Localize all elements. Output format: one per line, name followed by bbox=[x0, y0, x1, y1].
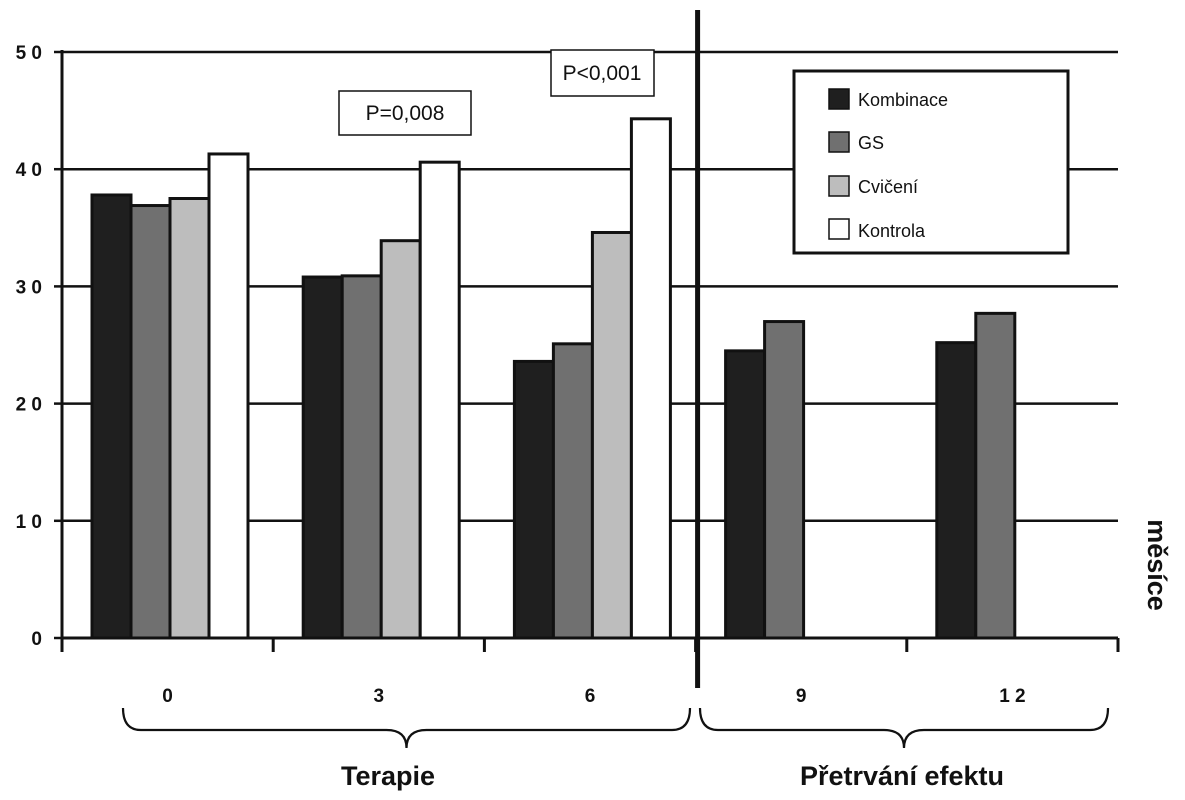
y-tick-label: 4 0 bbox=[16, 160, 42, 181]
y-tick-label: 5 0 bbox=[16, 43, 42, 64]
y-tick-label: 2 0 bbox=[16, 395, 42, 416]
bar-kontrola-0 bbox=[207, 152, 250, 640]
bar-kombinace-3 bbox=[301, 275, 344, 640]
annotation-p-001-text: P<0,001 bbox=[563, 62, 642, 85]
annotation-p-008-text: P=0,008 bbox=[366, 102, 445, 125]
bar-gs-0 bbox=[129, 204, 172, 640]
bar-gs-6 bbox=[551, 342, 594, 640]
bar-cvi-en--0 bbox=[168, 197, 211, 640]
bar-kontrola-6 bbox=[629, 117, 672, 640]
x-tick-labels: 0 3 6 9 1 2 bbox=[162, 686, 1025, 707]
group-brace bbox=[121, 707, 692, 749]
legend-swatch-cviceni bbox=[828, 175, 850, 197]
side-label-mesice: měsíce bbox=[1142, 519, 1172, 611]
bar-kombinace-12 bbox=[935, 341, 978, 640]
legend-label-kombinace: Kombinace bbox=[858, 90, 948, 110]
y-tick-labels: 0 1 0 2 0 3 0 4 0 5 0 bbox=[16, 43, 42, 650]
bars bbox=[90, 117, 1017, 640]
y-tick-label: 1 0 bbox=[16, 512, 42, 533]
annotation-p-008: P=0,008 bbox=[338, 90, 472, 136]
x-tick-label: 1 2 bbox=[999, 686, 1025, 707]
bar-gs-12 bbox=[974, 311, 1017, 640]
bar-kombinace-6 bbox=[512, 359, 555, 640]
group-label-pretrvani: Přetrvání efektu bbox=[800, 761, 1004, 791]
legend-label-gs: GS bbox=[858, 133, 884, 153]
bar-cvi-en--3 bbox=[379, 239, 422, 640]
y-tick-label: 3 0 bbox=[16, 277, 42, 298]
legend-label-cviceni: Cvičení bbox=[858, 177, 918, 197]
legend-label-kontrola: Kontrola bbox=[858, 221, 926, 241]
legend-swatch-kontrola bbox=[828, 218, 850, 240]
x-tick-label: 9 bbox=[796, 686, 807, 707]
group-braces bbox=[121, 707, 1110, 749]
bar-cvi-en--6 bbox=[590, 230, 633, 640]
bar-kombinace-0 bbox=[90, 193, 133, 640]
group-label-terapie: Terapie bbox=[341, 761, 435, 791]
bar-kombinace-9 bbox=[724, 349, 767, 640]
x-tick-label: 6 bbox=[585, 686, 596, 707]
bar-kontrola-3 bbox=[418, 160, 461, 640]
legend-swatch-gs bbox=[828, 131, 850, 153]
x-tick-label: 0 bbox=[162, 686, 173, 707]
legend: Kombinace GS Cvičení Kontrola bbox=[792, 69, 1070, 255]
bar-gs-9 bbox=[763, 320, 806, 640]
bar-gs-3 bbox=[340, 274, 383, 640]
x-tick-label: 3 bbox=[374, 686, 385, 707]
axes bbox=[60, 10, 1120, 688]
legend-swatch-kombinace bbox=[828, 88, 850, 110]
group-brace bbox=[698, 707, 1110, 749]
y-tick-label: 0 bbox=[31, 629, 42, 650]
annotation-p-001: P<0,001 bbox=[550, 49, 655, 97]
